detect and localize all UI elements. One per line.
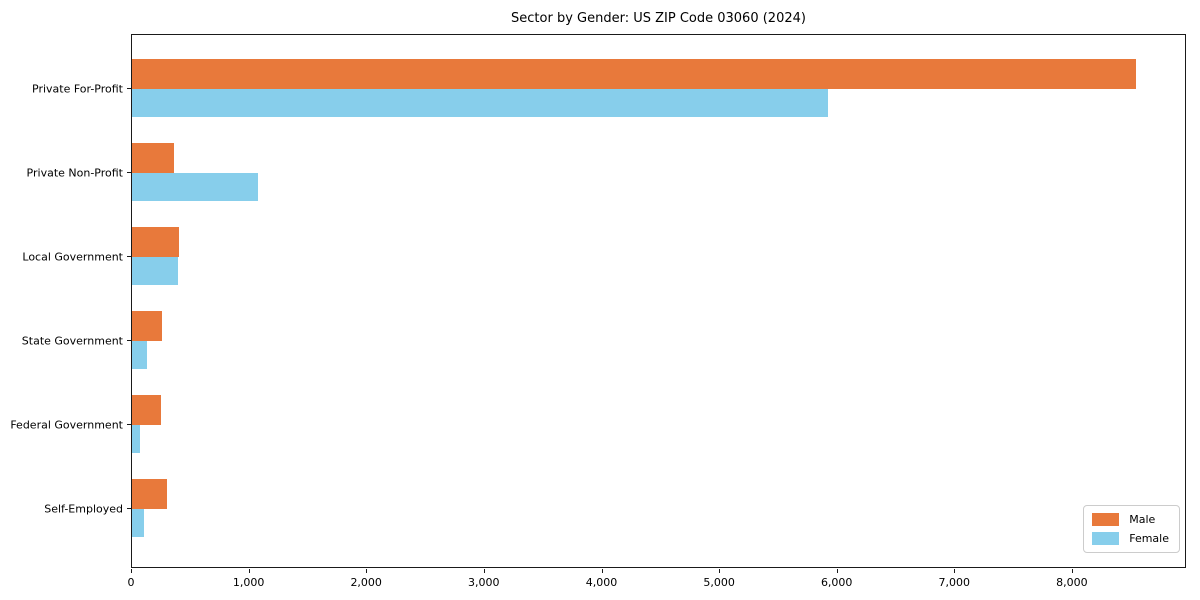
ytick-label: State Government bbox=[21, 334, 123, 347]
legend-swatch-female bbox=[1092, 532, 1120, 545]
bar-male-0 bbox=[132, 59, 1137, 89]
bar-male-4 bbox=[132, 395, 161, 425]
legend-entry-female: Female bbox=[1092, 532, 1169, 545]
xtick-label: 1,000 bbox=[232, 576, 265, 589]
bar-male-1 bbox=[132, 143, 174, 173]
bar-female-5 bbox=[132, 509, 145, 537]
xtick-label: 0 bbox=[127, 576, 135, 589]
plot-area: Male Female bbox=[131, 34, 1186, 568]
legend-label: Female bbox=[1129, 532, 1169, 545]
xtick-mark bbox=[1071, 569, 1073, 573]
xtick-mark bbox=[601, 569, 603, 573]
legend-entry-male: Male bbox=[1092, 513, 1169, 526]
xtick-label: 6,000 bbox=[820, 576, 853, 589]
xtick-label: 4,000 bbox=[585, 576, 618, 589]
ytick-label: Self-Employed bbox=[44, 502, 123, 515]
ytick-mark bbox=[127, 172, 131, 173]
xtick-mark bbox=[836, 569, 838, 573]
xtick-label: 2,000 bbox=[350, 576, 382, 589]
xtick-label: 7,000 bbox=[938, 576, 971, 589]
legend-label: Male bbox=[1129, 513, 1156, 526]
xtick-mark bbox=[954, 569, 956, 573]
bar-male-2 bbox=[132, 227, 179, 257]
xtick-mark bbox=[248, 569, 250, 573]
ytick-mark bbox=[127, 256, 131, 257]
ytick-label: Local Government bbox=[22, 250, 123, 263]
bar-female-4 bbox=[132, 425, 141, 453]
ytick-mark bbox=[127, 340, 131, 341]
bar-female-2 bbox=[132, 257, 178, 285]
legend-swatch-male bbox=[1092, 513, 1120, 526]
ytick-mark bbox=[127, 88, 131, 89]
bar-female-3 bbox=[132, 341, 148, 369]
bar-female-1 bbox=[132, 173, 258, 201]
ytick-label: Federal Government bbox=[10, 418, 123, 431]
xtick-mark bbox=[131, 569, 132, 573]
xtick-label: 8,000 bbox=[1056, 576, 1088, 589]
bar-male-5 bbox=[132, 479, 168, 509]
xtick-label: 5,000 bbox=[703, 576, 735, 589]
xtick-label: 3,000 bbox=[468, 576, 500, 589]
chart-title: Sector by Gender: US ZIP Code 03060 (202… bbox=[511, 11, 806, 26]
bar-female-0 bbox=[132, 89, 829, 117]
legend: Male Female bbox=[1083, 505, 1180, 553]
xtick-mark bbox=[719, 569, 721, 573]
bar-male-3 bbox=[132, 311, 162, 341]
ytick-label: Private For-Profit bbox=[32, 82, 123, 95]
xtick-mark bbox=[366, 569, 368, 573]
ytick-mark bbox=[127, 424, 131, 425]
ytick-mark bbox=[127, 508, 131, 509]
ytick-label: Private Non-Profit bbox=[26, 166, 123, 179]
xtick-mark bbox=[483, 569, 485, 573]
